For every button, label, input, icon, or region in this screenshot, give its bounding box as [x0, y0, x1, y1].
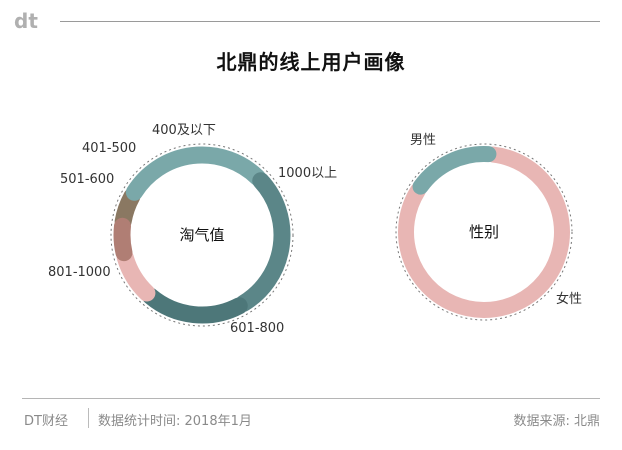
- label-female: 女性: [556, 291, 582, 307]
- donut-segment-1-0: [398, 146, 570, 318]
- footer-separator: [88, 408, 89, 428]
- donut-segment-0-5: [113, 217, 133, 262]
- footer-brand: DT财经: [24, 414, 68, 429]
- taoqi-dotted-ring: [110, 143, 294, 327]
- donut-segment-0-4: [116, 248, 156, 302]
- donut-segment-0-3: [142, 287, 248, 324]
- bottom-divider: [22, 398, 600, 399]
- label-501-600: 501-600: [60, 172, 114, 187]
- label-601-800: 601-800: [230, 321, 284, 336]
- label-401-500: 401-500: [82, 141, 136, 156]
- footer-data-source: 数据来源: 北鼎: [513, 414, 600, 429]
- donut-segment-1-1: [412, 146, 497, 195]
- taoqi-donut: 淘气值 400及以下 1000以上 601-800 801-1000 501-6…: [48, 123, 337, 336]
- gender-donut: 性别 女性 男性: [395, 133, 582, 321]
- donut-segment-0-1: [125, 146, 266, 201]
- taoqi-segments: [113, 146, 291, 324]
- dt-logo-text: dt: [14, 10, 38, 32]
- label-801-1000: 801-1000: [48, 265, 111, 280]
- taoqi-center-label: 淘气值: [179, 226, 224, 244]
- gender-center-label: 性别: [469, 223, 499, 241]
- footer-date-note: 数据统计时间: 2018年1月: [98, 414, 252, 429]
- label-1000-above: 1000以上: [278, 166, 337, 181]
- label-400-below: 400及以下: [152, 123, 216, 138]
- dt-logo: dt: [14, 10, 38, 32]
- gender-segments: [398, 146, 570, 318]
- label-male: 男性: [410, 133, 436, 148]
- chart-title: 北鼎的线上用户画像: [216, 50, 406, 74]
- donut-segment-0-2: [235, 172, 291, 312]
- donut-segment-0-0: [114, 188, 141, 230]
- gender-dotted-ring: [395, 143, 573, 321]
- top-divider: [60, 21, 600, 22]
